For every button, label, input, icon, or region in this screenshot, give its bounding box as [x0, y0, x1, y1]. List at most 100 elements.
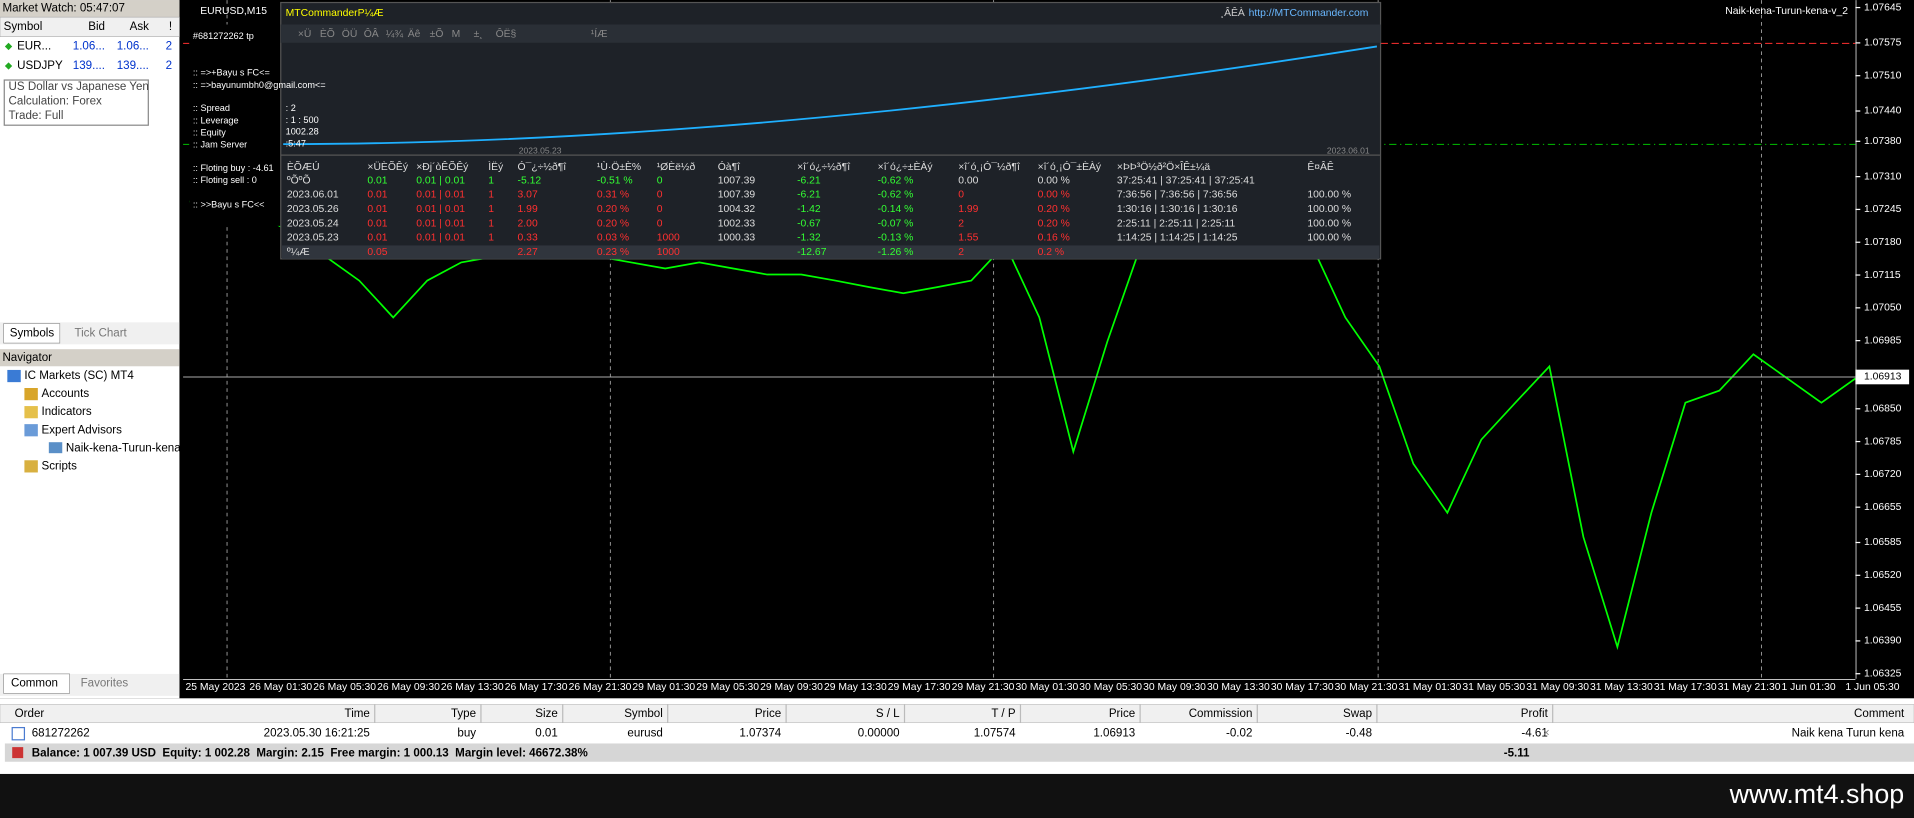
panel-cell: 2.00 [518, 218, 538, 229]
current-price-box [1855, 369, 1910, 385]
info-line: :: Equity [193, 128, 226, 138]
tree-item: Expert Advisors [42, 424, 123, 436]
balance-line: Balance: 1 007.39 USD Equity: 1 002.28 M… [32, 747, 588, 759]
panel-cell: 0.00 [958, 175, 978, 186]
x-tick-label: 30 May 13:30 [1207, 682, 1270, 693]
panel-cell: -0.13 % [878, 233, 914, 244]
panel-header: ×î´ó¿÷±ÈÀý [878, 160, 934, 173]
panel-cell: 100.00 % [1307, 190, 1351, 201]
panel-cell: -1.26 % [878, 247, 914, 258]
tree-item: Accounts [42, 388, 90, 400]
x-tick-label: 29 May 21:30 [952, 682, 1015, 693]
panel-cell: 2023.05.26 [287, 204, 339, 215]
y-tick-label: 1.07440 [1864, 106, 1902, 117]
toolbar-button: ÖÜ [342, 28, 358, 40]
toolbar-button: ×Ü [298, 28, 312, 40]
panel-cell: 100.00 % [1307, 204, 1351, 215]
tree-item: IC Markets (SC) MT4 [24, 370, 134, 382]
quote-cell: 139.... [73, 60, 105, 72]
column-header: Size [535, 708, 558, 720]
panel-cell: -5.12 [518, 175, 542, 186]
panel-link: http://MTCommander.com [1249, 8, 1369, 19]
panel-cell: 1.99 [958, 204, 978, 215]
x-tick-label: 31 May 17:30 [1654, 682, 1717, 693]
chart-symbol: EURUSD,M15 [200, 6, 267, 17]
x-tick-label: 26 May 05:30 [313, 682, 376, 693]
y-tick-label: 1.06325 [1864, 668, 1902, 679]
order-cell: 0.01 [535, 728, 558, 740]
close-order[interactable]: × [1543, 728, 1550, 740]
panel-cell: 1000 [657, 233, 680, 244]
x-tick-label: 31 May 05:30 [1462, 682, 1525, 693]
tree-item: Indicators [42, 406, 92, 418]
order-cell: -0.48 [1346, 728, 1372, 740]
y-tick-label: 1.06585 [1864, 537, 1902, 548]
navigator-title: Navigator [2, 352, 52, 364]
column-header: Symbol [4, 21, 43, 33]
panel-cell: -0.07 % [878, 218, 914, 229]
y-tick-label: 1.06720 [1864, 469, 1902, 480]
tab-active[interactable] [3, 673, 70, 694]
stats-panel [280, 1, 1382, 260]
order-cell: -0.02 [1226, 728, 1252, 740]
toolbar-button: ÔË§ [496, 27, 517, 40]
column-header: Time [345, 708, 370, 720]
info-line: :: Floting buy : -4.61 [193, 163, 274, 173]
tooltip [3, 79, 149, 126]
panel-cell: 1004.32 [718, 204, 756, 215]
panel-header: ×î´ó¿÷½ð¶î [797, 161, 851, 173]
info-line: :: Spread [193, 103, 230, 113]
panel-cell: 0.01 | 0.01 [416, 204, 465, 215]
market-watch-titlebar [0, 0, 180, 18]
panel-cell: -6.21 [797, 175, 821, 186]
panel-cell: 0.01 | 0.01 [416, 175, 465, 186]
panel-header: ¹Ù·Ö±È% [597, 160, 641, 173]
watermark: www.mt4.shop [1729, 779, 1905, 809]
x-tick-label: 29 May 05:30 [696, 682, 759, 693]
order-cell: -4.61 [1521, 728, 1547, 740]
panel-cell: 2.27 [518, 247, 538, 258]
panel-cell: 1:14:25 | 1:14:25 | 1:14:25 [1117, 233, 1238, 244]
panel-cell: 1000.33 [718, 233, 756, 244]
y-tick-label: 1.07245 [1864, 204, 1902, 215]
y-tick-label: 1.07645 [1864, 2, 1902, 13]
tree-icon [24, 406, 38, 419]
toolbar-button: ±¸ [474, 29, 483, 40]
price-line [189, 158, 1856, 651]
panel-cell: 0.00 % [1038, 190, 1070, 201]
quote-cell: 139.... [117, 60, 149, 72]
market-watch-title: Market Watch: 05:47:07 [2, 3, 125, 15]
navigator-titlebar [0, 349, 180, 367]
footer-bar [0, 773, 1914, 818]
panel-cell: 2 [958, 247, 964, 258]
x-tick-label: 31 May 21:30 [1718, 682, 1781, 693]
column-header: Swap [1343, 708, 1372, 720]
panel-cell: 2 [958, 218, 964, 229]
panel-cell: 1.55 [958, 233, 978, 244]
panel-cell: º¼Æ [287, 246, 310, 258]
tree-item: Naik-kena-Turun-kena [66, 442, 181, 454]
column-header: Type [451, 708, 476, 720]
panel-cell: -1.42 [797, 204, 821, 215]
x-tick-label: 30 May 17:30 [1271, 682, 1334, 693]
panel-cell: 1002.33 [718, 218, 756, 229]
x-tick-label: 26 May 17:30 [505, 682, 568, 693]
order-cell: Naik kena Turun kena [1792, 728, 1905, 740]
quote-cell: 1.06... [73, 41, 105, 53]
tree-icon [24, 388, 38, 401]
x-tick-label: 30 May 01:30 [1015, 682, 1078, 693]
order-cell: 1.07574 [974, 728, 1016, 740]
toolbar-button: ÈÕ [320, 27, 335, 40]
terminal-header [0, 704, 1914, 724]
panel-cell: 0.03 % [597, 233, 629, 244]
panel-cell: 2:25:11 | 2:25:11 | 2:25:11 [1117, 218, 1236, 229]
x-tick-label: 26 May 01:30 [249, 682, 312, 693]
panel-cell: 1 [488, 233, 494, 244]
tab-active[interactable] [3, 323, 61, 344]
y-tick-label: 1.07115 [1864, 270, 1901, 281]
column-header: Price [755, 708, 781, 720]
panel-header: ÌËý [488, 160, 504, 173]
panel-cell: 3.07 [518, 190, 538, 201]
panel-header: ×î´ó¸¡Ó¯±ÈÀý [1038, 160, 1102, 173]
tab: Symbols [10, 327, 55, 339]
